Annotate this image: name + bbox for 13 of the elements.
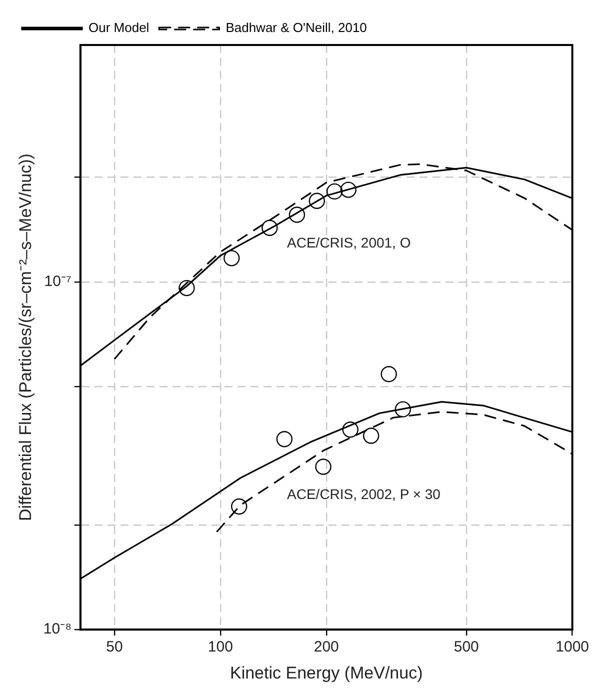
x-axis-title: Kinetic Energy (MeV/nuc) — [230, 663, 423, 682]
legend-label: Badhwar & O'Neill, 2010 — [226, 20, 367, 36]
x-tick-label: 100 — [208, 638, 233, 656]
x-tick-label: 50 — [106, 638, 123, 656]
annotation: ACE/CRIS, 2001, O — [287, 234, 411, 251]
y-tick-label: 10⁻⁸ — [43, 620, 72, 638]
x-tick-label: 1000 — [556, 638, 590, 656]
y-tick-label: 10⁻⁷ — [44, 273, 72, 290]
annotation: ACE/CRIS, 2002, P × 30 — [287, 486, 441, 502]
x-tick-label: 500 — [454, 638, 479, 656]
x-tick-label: 200 — [314, 638, 339, 656]
y-axis-title: Differential Flux (Particles/(sr–cm⁻²–s–MeV/nuc)) — [16, 154, 35, 522]
legend-label: Our Model — [88, 20, 150, 36]
